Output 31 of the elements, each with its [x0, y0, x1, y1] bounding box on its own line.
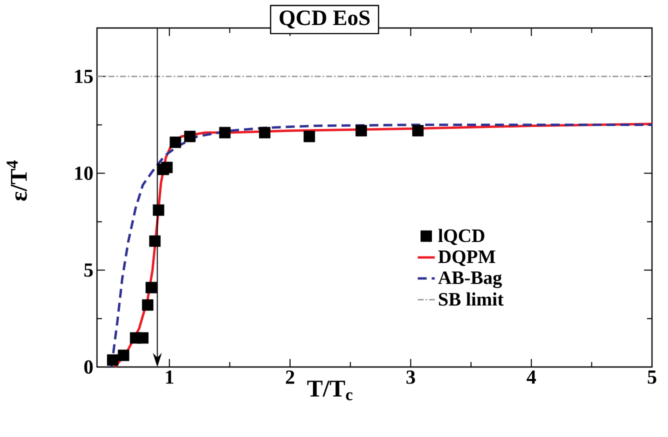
- y-axis-title: ε/T$^{4}$: [6, 160, 27, 201]
- legend-label: AB-Bag: [438, 271, 502, 288]
- chart-title: QCD EoS: [280, 10, 370, 29]
- y-tick-label: 15: [75, 70, 93, 84]
- point: [137, 332, 149, 344]
- point: [170, 136, 182, 148]
- legend-label: DQPM: [438, 250, 496, 266]
- point: [146, 282, 157, 294]
- point: [152, 204, 164, 216]
- y-tick-label: 0: [84, 360, 93, 374]
- point: [304, 130, 316, 142]
- y-tick-label: 10: [75, 166, 93, 180]
- point: [149, 235, 161, 247]
- legend-label: SB limit: [438, 292, 504, 306]
- point: [161, 162, 173, 174]
- point: [412, 124, 424, 136]
- point: [106, 354, 118, 366]
- point: [219, 126, 231, 138]
- y-tick-label: 5: [84, 264, 93, 277]
- x-tick-label: 1: [166, 370, 174, 384]
- x-axis-title: T/T$_{c}$: [307, 380, 352, 400]
- legend-label: lQCD: [438, 228, 484, 245]
- point: [184, 130, 196, 142]
- point: [142, 299, 154, 311]
- point: [118, 350, 130, 362]
- x-tick-label: 2: [286, 370, 294, 384]
- point: [356, 124, 367, 136]
- x-tick-label: 5: [648, 370, 656, 384]
- x-tick-label: 3: [406, 370, 415, 384]
- point: [259, 126, 270, 138]
- x-tick-label: 4: [526, 370, 536, 384]
